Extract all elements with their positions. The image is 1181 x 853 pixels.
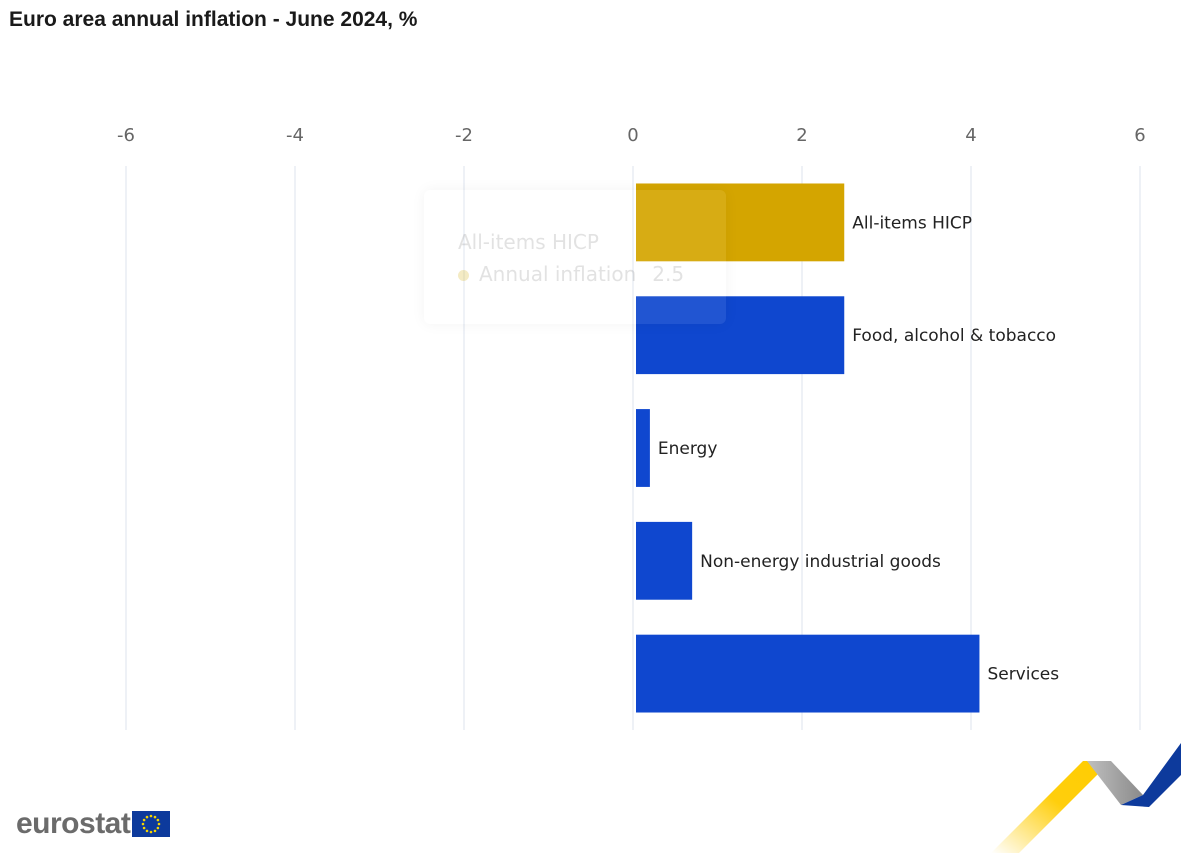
category-label: Services: [987, 665, 1059, 685]
grid-lines: [125, 166, 1141, 730]
x-axis-ticks: -6 -4 -2 0 2 4 6: [117, 125, 1146, 146]
x-tick-label: 6: [1134, 125, 1145, 146]
eu-flag-icon: [132, 811, 171, 837]
category-label: Food, alcohol & tobacco: [852, 326, 1056, 346]
x-tick-label: 4: [965, 125, 976, 146]
category-label: All-items HICP: [852, 213, 972, 233]
x-tick-label: 0: [627, 125, 638, 146]
bar[interactable]: [636, 296, 845, 375]
eurostat-logo: eurostat: [16, 806, 171, 842]
bars: [636, 183, 980, 713]
bar[interactable]: [636, 409, 650, 487]
category-label: Energy: [658, 439, 718, 459]
x-tick-label: -6: [117, 125, 135, 146]
bar[interactable]: [636, 183, 845, 262]
bar-chart: -6 -4 -2 0 2 4 6 All-items HICP Food, alcohol &…: [117, 125, 1146, 730]
category-labels: All-items HICP Food, alcohol & tobacco Ene…: [658, 213, 1059, 684]
x-tick-label: 2: [796, 125, 807, 146]
bar[interactable]: [636, 521, 693, 600]
logo-text: eurostat: [16, 807, 131, 840]
x-tick-label: -4: [286, 125, 304, 146]
decorative-swoosh-icon: [991, 743, 1181, 853]
category-label: Non-energy industrial goods: [700, 552, 941, 572]
bar[interactable]: [636, 634, 980, 713]
chart-title: Euro area annual inflation - June 2024, …: [9, 8, 418, 31]
x-tick-label: -2: [455, 125, 473, 146]
